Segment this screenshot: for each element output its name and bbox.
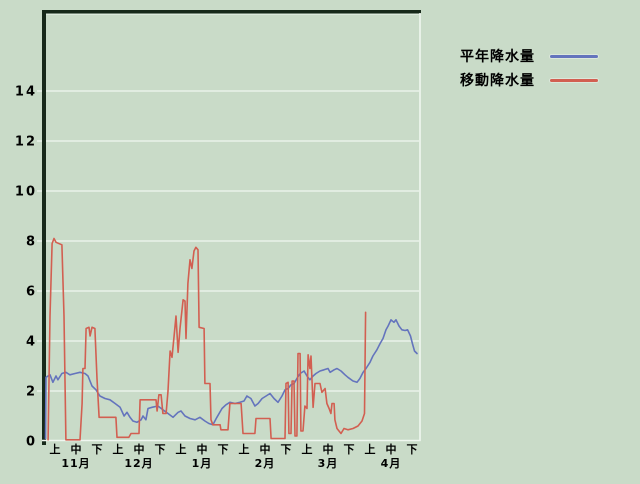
x-tick-label: 下 xyxy=(155,443,166,456)
y-tick-label: 2 xyxy=(26,385,37,400)
legend-line-normal-icon xyxy=(550,54,598,58)
x-tick-label: 下 xyxy=(344,443,355,456)
x-month-label: 1月 xyxy=(192,457,213,470)
legend-item-normal: 平年降水量 xyxy=(460,44,630,68)
y-tick-label: 6 xyxy=(26,285,37,300)
series-line-1 xyxy=(47,237,367,441)
x-tick-label: 中 xyxy=(260,442,271,456)
x-tick-label: 上 xyxy=(302,442,313,456)
x-tick-label: 上 xyxy=(239,442,250,456)
x-month-label: 11月 xyxy=(61,457,90,470)
plot-top-border xyxy=(42,10,421,14)
y-tick-label: 0 xyxy=(26,435,37,450)
x-tick-label: 下 xyxy=(407,443,418,456)
x-tick-label: 中 xyxy=(386,442,397,456)
y-tick-label: 8 xyxy=(26,235,37,250)
legend-line-moving-icon xyxy=(550,78,598,82)
x-tick-label: 中 xyxy=(323,442,334,456)
x-tick-label: 中 xyxy=(134,442,145,456)
x-tick-label: 下 xyxy=(281,443,292,456)
legend-label-moving: 移動降水量 xyxy=(460,73,535,89)
x-tick-label: 下 xyxy=(218,443,229,456)
x-tick-label: 上 xyxy=(365,442,376,456)
x-tick-label: 上 xyxy=(176,442,187,456)
x-month-label: 2月 xyxy=(255,457,276,470)
x-tick-label: 上 xyxy=(113,442,124,456)
legend-item-moving: 移動降水量 xyxy=(460,68,630,92)
x-tick-label: 上 xyxy=(50,442,61,456)
legend: 平年降水量 移動降水量 xyxy=(460,44,630,92)
series-line-0 xyxy=(44,318,418,440)
y-axis-line xyxy=(42,10,46,445)
x-month-label: 4月 xyxy=(381,457,402,470)
x-tick-label: 下 xyxy=(92,443,103,456)
x-tick-label: 中 xyxy=(71,442,82,456)
x-month-label: 12月 xyxy=(124,457,153,470)
x-month-label: 3月 xyxy=(318,457,339,470)
y-tick-label: 10 xyxy=(15,185,37,200)
y-tick-label: 4 xyxy=(26,335,37,350)
y-tick-label: 14 xyxy=(15,85,37,100)
x-tick-label: 中 xyxy=(197,442,208,456)
legend-label-normal: 平年降水量 xyxy=(460,49,535,65)
y-tick-label: 12 xyxy=(15,135,37,150)
